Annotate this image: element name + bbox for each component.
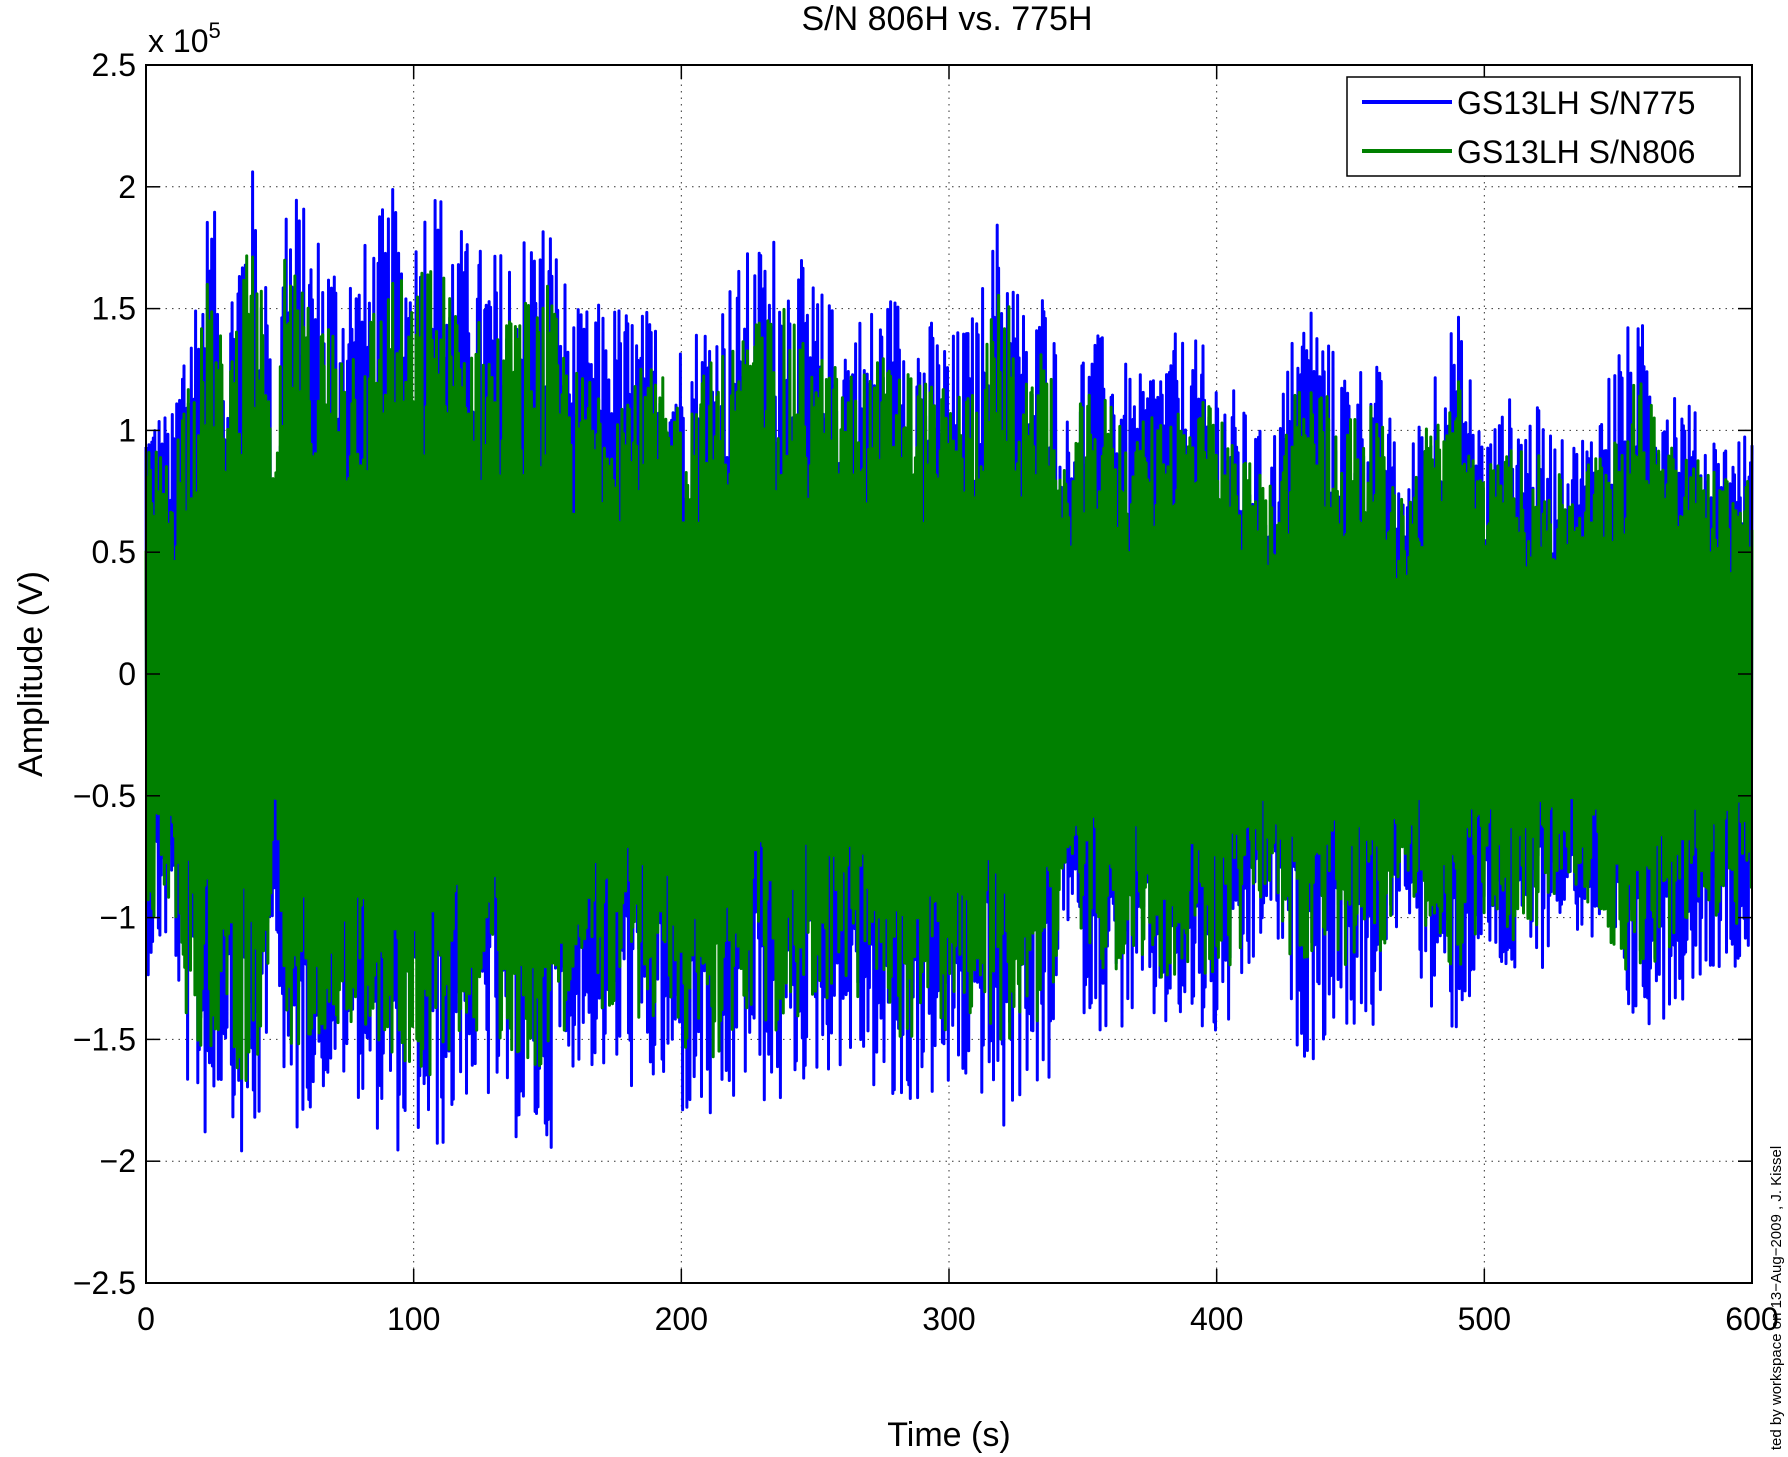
y-tick-label: 0.5 xyxy=(92,534,136,570)
x-axis-label: Time (s) xyxy=(887,1416,1010,1454)
y-axis-label: Amplitude (V) xyxy=(12,571,50,777)
y-tick-label: 2.5 xyxy=(92,47,136,83)
y-tick-label: 1 xyxy=(118,412,136,448)
legend: GS13LH S/N775 GS13LH S/N806 xyxy=(1346,76,1741,177)
x-tick-label: 100 xyxy=(387,1301,440,1337)
svg-text:x 105: x 105 xyxy=(148,18,221,59)
legend-box xyxy=(1346,76,1741,177)
y-tick-label: −2.5 xyxy=(73,1265,136,1301)
y-tick-label: −0.5 xyxy=(73,778,136,814)
y-tick-label: 2 xyxy=(118,169,136,205)
x-tick-label: 300 xyxy=(922,1301,975,1337)
series-layer xyxy=(144,170,1754,1153)
y-tick-label: −1.5 xyxy=(73,1021,136,1057)
y-exponent-base: x 10 xyxy=(148,23,208,59)
x-tick-label: 400 xyxy=(1190,1301,1243,1337)
y-tick-label: −1 xyxy=(100,900,136,936)
chart-title: S/N 806H vs. 775H xyxy=(801,0,1092,38)
legend-label-s775: GS13LH S/N775 xyxy=(1457,85,1695,121)
y-tick-label: 0 xyxy=(118,656,136,692)
y-tick-labels: −2.5 −2 −1.5 −1 −0.5 0 0.5 1 1.5 2 2.5 xyxy=(73,47,136,1301)
side-annotation: ted by workspace on 13−Aug−2009 , J. Kis… xyxy=(1768,1146,1785,1450)
series-line-1 xyxy=(144,254,1754,1082)
x-tick-label: 0 xyxy=(137,1301,155,1337)
series-1 xyxy=(144,254,1754,1082)
x-tick-label: 500 xyxy=(1458,1301,1511,1337)
axis-ticks xyxy=(145,64,1753,1284)
y-tick-label: −2 xyxy=(100,1143,136,1179)
legend-label-s806: GS13LH S/N806 xyxy=(1457,134,1695,170)
y-exponent-power: 5 xyxy=(208,18,220,43)
x-tick-labels: 0 100 200 300 400 500 600 xyxy=(137,1301,1779,1337)
y-exponent-label: x 105 xyxy=(148,18,221,59)
x-tick-label: 600 xyxy=(1725,1301,1778,1337)
x-tick-label: 200 xyxy=(655,1301,708,1337)
y-tick-label: 1.5 xyxy=(92,291,136,327)
